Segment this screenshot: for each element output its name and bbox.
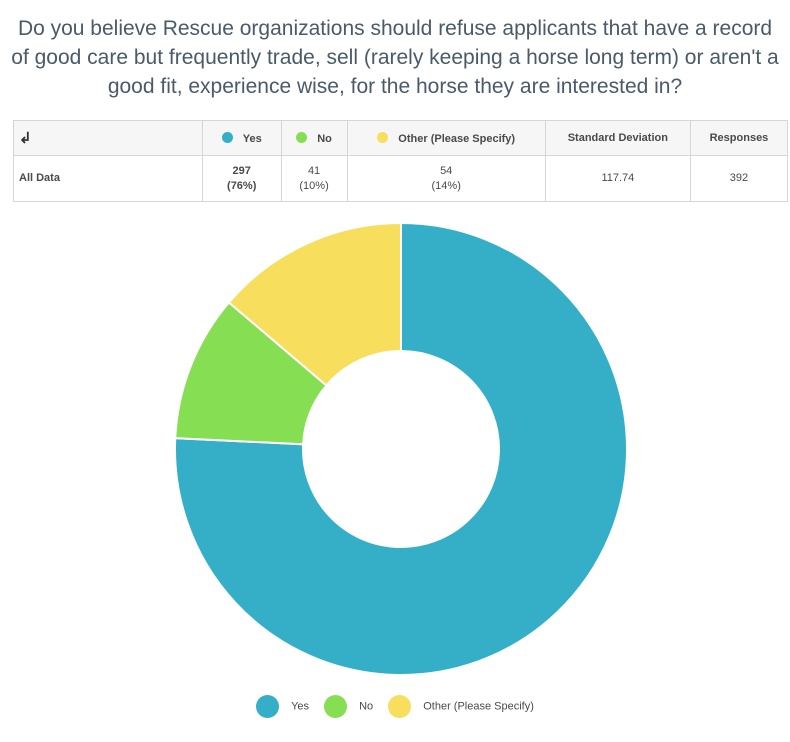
legend-item-no[interactable]: No: [324, 695, 373, 718]
no-percent: (10%): [299, 179, 329, 192]
yes-percent: (76%): [227, 179, 257, 192]
donut-slice-yes[interactable]: [174, 221, 628, 676]
no-color-dot: [296, 131, 308, 143]
legend-yes-label: Yes: [291, 700, 310, 713]
header-responses[interactable]: Responses: [689, 120, 789, 156]
legend-item-yes[interactable]: Yes: [256, 695, 309, 718]
table-row: All Data 297 (76%) 41 (10%) 54 (14%) 117…: [13, 155, 789, 202]
yes-count: 297: [232, 164, 251, 177]
header-std-dev[interactable]: Standard Deviation: [544, 120, 691, 156]
table-header-row: ↲ Yes No Other (Please Specify) Standard…: [13, 120, 789, 156]
header-other-label: Other (Please Specify): [398, 132, 516, 145]
other-percent: (14%): [431, 179, 461, 192]
row-label: All Data: [13, 155, 203, 202]
legend-yes-swatch: [256, 695, 280, 718]
yes-color-dot: [221, 131, 233, 143]
header-other[interactable]: Other (Please Specify): [346, 120, 546, 156]
header-no[interactable]: No: [280, 120, 348, 156]
legend-other-label: Other (Please Specify): [423, 700, 534, 713]
legend-no-label: No: [359, 700, 374, 713]
header-yes-label: Yes: [242, 132, 262, 145]
chart-legend: Yes No Other (Please Specify): [0, 695, 790, 718]
cell-yes: 297 (76%): [201, 155, 282, 202]
other-count: 54: [440, 164, 453, 177]
legend-item-other[interactable]: Other (Please Specify): [388, 695, 534, 718]
header-no-label: No: [317, 132, 332, 145]
donut-slice-other-please-specify[interactable]: [227, 221, 402, 387]
results-table: ↲ Yes No Other (Please Specify) Standard…: [13, 120, 789, 202]
other-color-dot: [377, 131, 389, 143]
swap-icon[interactable]: ↲: [19, 130, 32, 147]
no-count: 41: [307, 164, 321, 177]
donut-chart: [174, 221, 628, 676]
swap-axes-cell[interactable]: ↲: [13, 120, 203, 156]
cell-std-dev: 117.74: [544, 155, 691, 202]
cell-no: 41 (10%): [280, 155, 348, 202]
cell-responses: 392: [689, 155, 789, 202]
cell-other: 54 (14%): [346, 155, 546, 202]
legend-other-swatch: [388, 695, 412, 718]
legend-no-swatch: [324, 695, 348, 718]
question-title: Do you believe Rescue organizations shou…: [11, 17, 779, 98]
